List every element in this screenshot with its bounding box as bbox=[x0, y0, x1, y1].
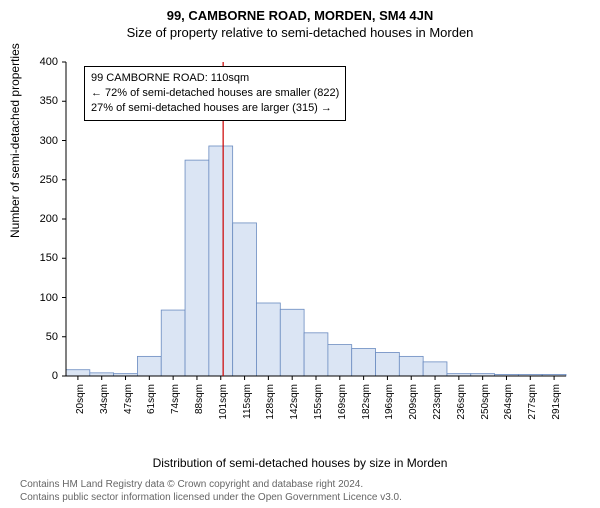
x-tick-label: 223sqm bbox=[432, 384, 443, 420]
x-tick-label: 277sqm bbox=[527, 384, 538, 420]
histogram-bar bbox=[137, 356, 161, 376]
x-tick-label: 128sqm bbox=[265, 384, 276, 420]
x-tick-label: 291sqm bbox=[551, 384, 562, 420]
histogram-bar bbox=[328, 345, 352, 376]
x-tick-label: 74sqm bbox=[170, 384, 181, 414]
histogram-bar bbox=[280, 309, 304, 376]
y-tick-label: 300 bbox=[40, 135, 58, 147]
x-tick-label: 169sqm bbox=[337, 384, 348, 420]
footer-attribution: Contains HM Land Registry data © Crown c… bbox=[20, 478, 402, 504]
y-tick-label: 0 bbox=[52, 370, 58, 382]
histogram-bar bbox=[399, 356, 423, 376]
info-box: 99 CAMBORNE ROAD: 110sqm ← 72% of semi-d… bbox=[84, 66, 346, 121]
histogram-bar bbox=[352, 349, 376, 376]
x-tick-label: 182sqm bbox=[361, 384, 372, 420]
x-tick-label: 250sqm bbox=[480, 384, 491, 420]
x-tick-label: 196sqm bbox=[384, 384, 395, 420]
histogram-bar bbox=[304, 333, 328, 376]
info-line-3: 27% of semi-detached houses are larger (… bbox=[91, 101, 339, 116]
x-tick-label: 209sqm bbox=[408, 384, 419, 420]
x-tick-label: 20sqm bbox=[75, 384, 86, 414]
x-tick-label: 47sqm bbox=[123, 384, 134, 414]
x-tick-label: 101sqm bbox=[218, 384, 229, 420]
y-tick-label: 150 bbox=[40, 252, 58, 264]
info-line-1: 99 CAMBORNE ROAD: 110sqm bbox=[91, 71, 339, 86]
x-tick-label: 264sqm bbox=[503, 384, 514, 420]
histogram-bar bbox=[209, 146, 233, 376]
histogram-bar bbox=[161, 310, 185, 376]
x-tick-label: 34sqm bbox=[99, 384, 110, 414]
x-axis-label: Distribution of semi-detached houses by … bbox=[0, 456, 600, 470]
histogram-bar bbox=[376, 352, 400, 376]
x-tick-label: 88sqm bbox=[194, 384, 205, 414]
histogram-bar bbox=[423, 362, 447, 376]
y-tick-label: 350 bbox=[40, 95, 58, 107]
y-tick-label: 100 bbox=[40, 292, 58, 304]
chart-title-sub: Size of property relative to semi-detach… bbox=[0, 25, 600, 40]
histogram-bar bbox=[185, 160, 209, 376]
x-tick-label: 155sqm bbox=[313, 384, 324, 420]
histogram-bar bbox=[233, 223, 257, 376]
histogram-bar bbox=[256, 303, 280, 376]
y-tick-label: 50 bbox=[46, 331, 58, 343]
x-tick-label: 142sqm bbox=[289, 384, 300, 420]
footer-line-2: Contains public sector information licen… bbox=[20, 491, 402, 504]
y-tick-label: 250 bbox=[40, 174, 58, 186]
x-tick-label: 61sqm bbox=[146, 384, 157, 414]
footer-line-1: Contains HM Land Registry data © Crown c… bbox=[20, 478, 402, 491]
y-tick-label: 200 bbox=[40, 213, 58, 225]
info-line-2: ← 72% of semi-detached houses are smalle… bbox=[91, 86, 339, 101]
histogram-bar bbox=[66, 370, 90, 376]
chart-plot-area: 050100150200250300350400 20sqm34sqm47sqm… bbox=[62, 56, 572, 426]
chart-title-main: 99, CAMBORNE ROAD, MORDEN, SM4 4JN bbox=[0, 8, 600, 23]
x-tick-label: 236sqm bbox=[456, 384, 467, 420]
y-axis-label: Number of semi-detached properties bbox=[8, 43, 22, 238]
x-tick-label: 115sqm bbox=[242, 384, 253, 419]
y-tick-label: 400 bbox=[40, 56, 58, 68]
